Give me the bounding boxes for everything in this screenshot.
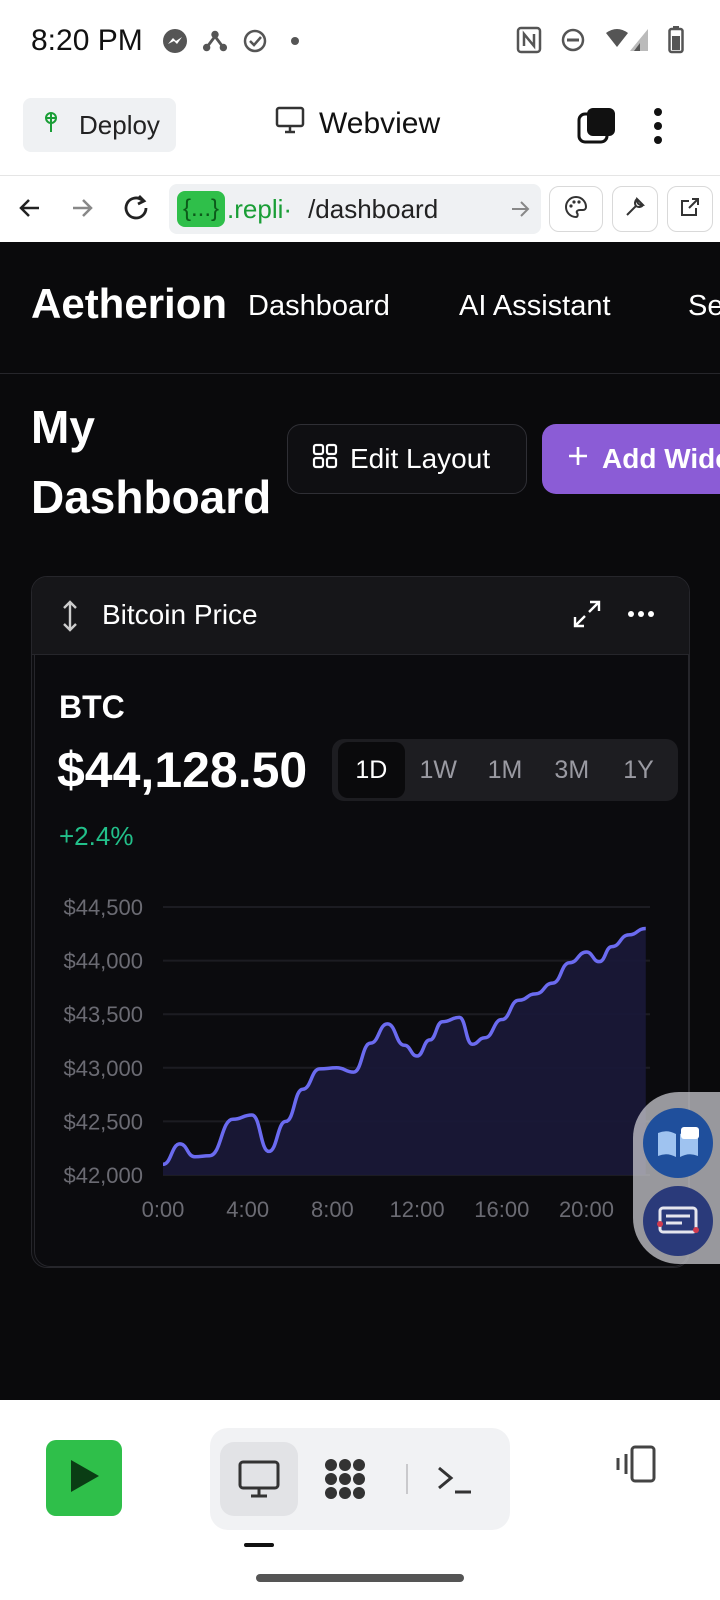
y-tick-label: $43,500	[63, 1002, 143, 1027]
range-1m[interactable]: 1M	[487, 755, 523, 784]
deploy-icon	[39, 110, 63, 141]
add-widget-label: Add Wide	[602, 443, 720, 474]
external-link-icon	[678, 195, 702, 224]
signal-icon	[604, 27, 650, 58]
url-bar: {...} .repli· /dashboard	[0, 176, 720, 242]
network-tree-icon	[202, 28, 228, 54]
url-input[interactable]: {...} .repli· /dashboard	[169, 184, 541, 234]
webview-tab[interactable]	[220, 1442, 298, 1516]
do-not-disturb-icon	[560, 27, 586, 58]
nav-link-dashboard[interactable]: Dashboard	[248, 290, 390, 322]
bottom-toolbar	[0, 1400, 720, 1600]
y-tick-label: $44,000	[63, 949, 143, 974]
reload-icon[interactable]	[120, 192, 152, 224]
forward-arrow-icon[interactable]	[66, 192, 98, 224]
y-tick-label: $42,500	[63, 1109, 143, 1134]
price-line	[162, 926, 646, 1167]
current-price: $44,128.50	[57, 742, 308, 798]
palette-button[interactable]	[549, 186, 603, 232]
battery-icon	[668, 26, 684, 59]
webview-title: Webview	[275, 106, 440, 142]
x-tick-label: 20:00	[559, 1197, 614, 1222]
seg-divider	[406, 1464, 408, 1494]
webview-title-text: Webview	[319, 107, 441, 140]
palette-icon	[563, 194, 589, 225]
x-tick-label: 8:00	[311, 1197, 354, 1222]
go-arrow-icon[interactable]	[509, 196, 531, 227]
ticker-symbol: BTC	[59, 689, 125, 725]
add-widget-button[interactable]: Add Wide	[542, 424, 720, 494]
nav-link-settings[interactable]: Se	[688, 290, 720, 322]
more-options-icon[interactable]	[652, 106, 664, 151]
terminal-icon[interactable]	[416, 1442, 494, 1516]
layout-toggle-icon[interactable]	[612, 1444, 658, 1489]
webview-header: Deploy Webview	[0, 86, 720, 176]
drag-handle-icon[interactable]	[60, 599, 80, 638]
x-tick-label: 0:00	[142, 1197, 185, 1222]
range-1d[interactable]: 1D	[338, 742, 405, 798]
range-3m[interactable]: 3M	[554, 755, 590, 784]
run-button[interactable]	[46, 1440, 122, 1516]
app-viewport: Aetherion Dashboard AI Assistant Se My D…	[0, 242, 720, 1400]
nfc-icon	[516, 26, 542, 59]
bitcoin-price-widget: Bitcoin Price BTC $44,128.50 +2.4% 1D 1W…	[31, 576, 690, 1268]
price-chart: $44,500 $44,000 $43,500 $43,000 $42,500 $42,0…	[63, 895, 650, 1222]
check-circle-icon	[242, 28, 268, 54]
view-switcher	[210, 1428, 510, 1530]
widget-body: BTC $44,128.50 +2.4% 1D 1W 1M 3M 1Y $44,…	[34, 655, 689, 1267]
reader-icon[interactable]	[643, 1108, 713, 1178]
widget-header: Bitcoin Price	[32, 577, 689, 655]
devtools-button[interactable]	[612, 186, 658, 232]
system-icons	[516, 26, 684, 59]
y-tick-label: $42,000	[63, 1163, 143, 1188]
subtitles-icon[interactable]	[643, 1186, 713, 1256]
app-nav: Aetherion Dashboard AI Assistant Se	[0, 242, 720, 374]
play-icon	[67, 1458, 101, 1499]
plus-icon	[566, 443, 590, 475]
deploy-label: Deploy	[79, 109, 160, 140]
range-1y[interactable]: 1Y	[623, 755, 654, 784]
x-tick-label: 4:00	[226, 1197, 269, 1222]
home-indicator	[256, 1574, 464, 1582]
edit-layout-button[interactable]: Edit Layout	[287, 424, 527, 494]
deploy-button[interactable]: Deploy	[23, 98, 176, 152]
open-external-button[interactable]	[667, 186, 713, 232]
agent-tab-icon[interactable]	[306, 1442, 384, 1516]
price-change: +2.4%	[59, 821, 134, 851]
active-tab-indicator	[244, 1543, 274, 1547]
status-bar: 8:20 PM	[0, 0, 720, 86]
widget-title: Bitcoin Price	[102, 599, 258, 630]
monitor-icon	[275, 106, 305, 142]
page-title: My Dashboard	[31, 401, 272, 523]
tabs-icon[interactable]	[577, 106, 617, 151]
floating-assistant	[633, 1092, 720, 1264]
x-tick-label: 12:00	[390, 1197, 445, 1222]
url-path: /dashboard	[308, 193, 439, 224]
back-arrow-icon[interactable]	[14, 192, 46, 224]
edit-layout-label: Edit Layout	[350, 443, 491, 474]
brand-logo[interactable]: Aetherion	[31, 280, 228, 327]
nav-link-ai-assistant[interactable]: AI Assistant	[459, 290, 611, 322]
grid-icon	[312, 443, 338, 476]
url-host: .repli·	[227, 193, 293, 224]
range-1w[interactable]: 1W	[419, 755, 457, 784]
wrench-icon	[623, 195, 647, 224]
notification-icons	[162, 28, 308, 54]
messenger-icon	[162, 28, 188, 54]
expand-icon[interactable]	[572, 599, 602, 634]
y-tick-label: $43,000	[63, 1056, 143, 1081]
price-area	[163, 928, 646, 1175]
x-tick-label: 16:00	[474, 1197, 529, 1222]
time-range-selector: 1D 1W 1M 3M 1Y	[332, 739, 678, 801]
dot-icon	[282, 28, 308, 54]
url-badge: {...}	[177, 191, 226, 227]
status-time: 8:20 PM	[31, 24, 143, 57]
widget-more-icon[interactable]	[626, 599, 656, 634]
y-tick-label: $44,500	[63, 895, 143, 920]
